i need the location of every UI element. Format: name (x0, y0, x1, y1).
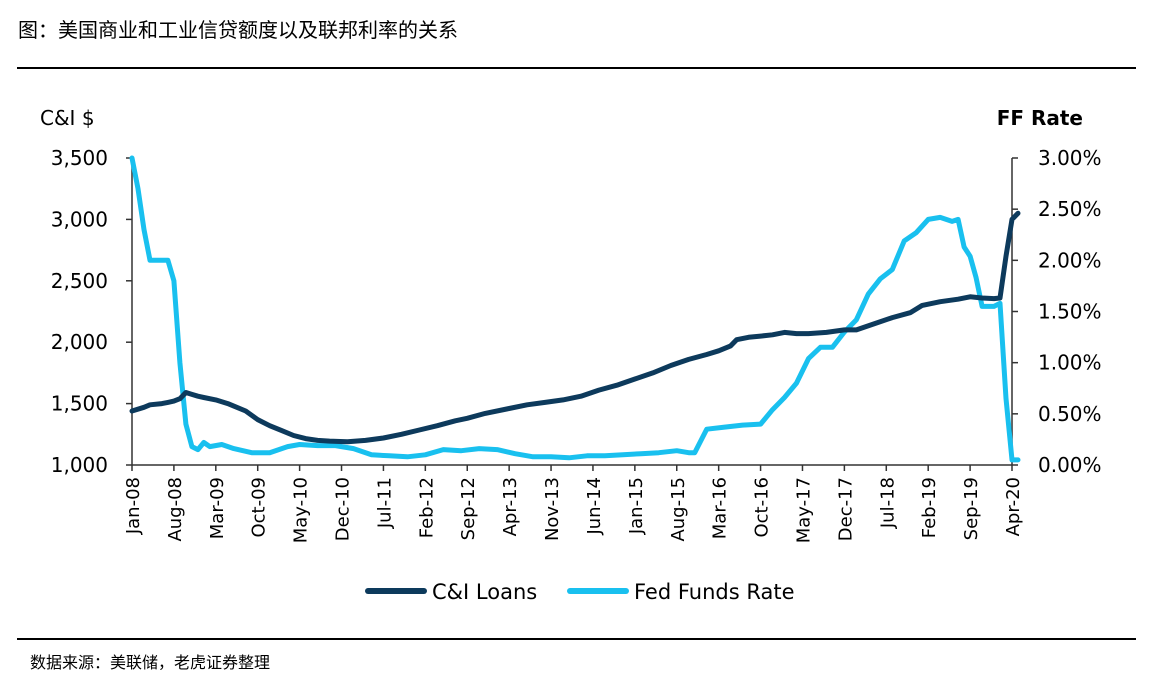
y-right-tick-label: 0.50% (1038, 402, 1102, 426)
x-tick-label: Apr-13 (500, 477, 521, 536)
source-note: 数据来源：美联储，老虎证券整理 (30, 653, 271, 672)
x-tick-label: Jun-14 (584, 477, 605, 536)
figure-title: 图：美国商业和工业信贷额度以及联邦利率的关系 (18, 18, 458, 42)
y-right-tick-label: 0.00% (1038, 453, 1102, 477)
y-right-tick-label: 2.00% (1038, 248, 1102, 272)
x-tick-label: Mar-09 (207, 477, 228, 539)
x-tick-label: May-10 (291, 477, 312, 543)
legend-item-fed-funds-rate-label: Fed Funds Rate (634, 580, 795, 604)
x-tick-label: Nov-13 (542, 477, 563, 541)
x-tick-label: Jan-15 (626, 477, 647, 535)
top-rule (17, 67, 1136, 69)
x-tick-label: Jul-11 (374, 477, 395, 529)
x-tick-label: Jul-18 (877, 477, 898, 529)
series-line-fed-funds-rate (129, 155, 1021, 463)
x-tick-label: Dec-17 (835, 477, 856, 541)
x-tick-label: Aug-08 (165, 477, 186, 542)
y-right-tick-label: 1.50% (1038, 300, 1102, 324)
y-left-tick-label: 3,000 (51, 207, 108, 231)
x-tick-label: Mar-16 (710, 477, 731, 539)
x-tick-label: Dec-10 (333, 477, 354, 541)
axes: 1,000 1,500 2,000 2,500 3,000 3,500 0.00% 0.50%… (51, 146, 1102, 543)
x-tick-label: Feb-12 (416, 477, 437, 538)
y-left-tick-label: 3,500 (51, 146, 108, 170)
y-left-tick-label: 1,500 (51, 392, 108, 416)
y-axis-left-title: C&I $ (40, 106, 95, 130)
legend: C&I Loans Fed Funds Rate (365, 580, 795, 604)
x-tick-label: Feb-19 (919, 477, 940, 538)
y-left-tick-label: 2,500 (51, 269, 108, 293)
x-tick-label: Aug-15 (668, 477, 689, 542)
x-tick-label: May-17 (793, 477, 814, 543)
bottom-rule (17, 638, 1136, 640)
y-left-tick-label: 1,000 (51, 453, 108, 477)
y-left-tick-label: 2,000 (51, 330, 108, 354)
x-tick-label: Oct-09 (249, 477, 270, 538)
y-axis-right-title: FF Rate (997, 106, 1083, 130)
y-right-tick-label: 2.50% (1038, 197, 1102, 221)
series-layer (129, 155, 1021, 463)
y-right-tick-label: 3.00% (1038, 146, 1102, 170)
x-tick-label: Apr-20 (1003, 477, 1024, 536)
x-tick-label: Sep-12 (458, 477, 479, 540)
series-line-ci-loans (129, 210, 1021, 445)
x-tick-label: Oct-16 (752, 477, 773, 538)
y-right-tick-label: 1.00% (1038, 351, 1102, 375)
legend-item-ci-loans-label: C&I Loans (432, 580, 537, 604)
x-tick-label: Jan-08 (123, 477, 144, 535)
x-tick-label: Sep-19 (961, 477, 982, 540)
